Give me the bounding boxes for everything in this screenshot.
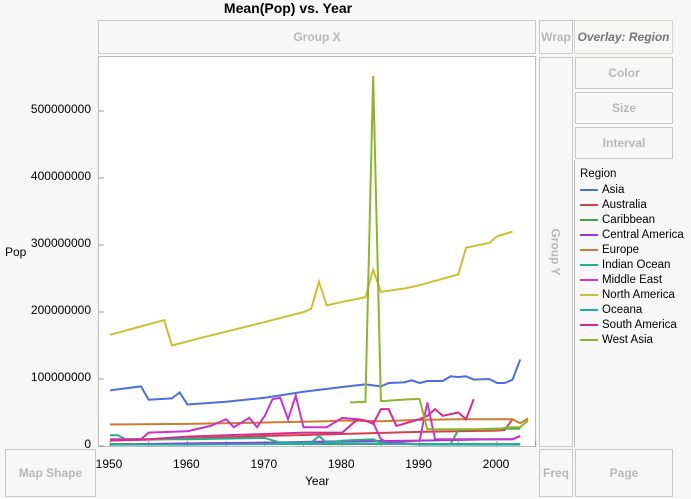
legend-swatch bbox=[580, 338, 598, 341]
legend-divider bbox=[574, 160, 575, 447]
legend-swatch bbox=[580, 308, 598, 311]
x-axis-label[interactable]: Year bbox=[305, 474, 330, 488]
legend-item[interactable]: West Asia bbox=[580, 332, 684, 347]
legend-item[interactable]: Central America bbox=[580, 227, 684, 242]
y-tick-label: 100000000 bbox=[30, 370, 91, 384]
map-shape-zone[interactable]: Map Shape bbox=[5, 449, 96, 497]
legend-item[interactable]: Europe bbox=[580, 242, 684, 257]
overlay-zone[interactable]: Overlay: Region bbox=[574, 20, 673, 54]
plot-area[interactable] bbox=[98, 56, 537, 447]
legend-title: Region bbox=[580, 168, 617, 180]
legend-swatch bbox=[580, 248, 598, 251]
legend-swatch bbox=[580, 293, 598, 296]
legend-label: Indian Ocean bbox=[602, 258, 671, 271]
series-line-north-america[interactable] bbox=[109, 230, 513, 347]
legend-label: Middle East bbox=[602, 273, 663, 286]
legend-swatch bbox=[580, 323, 598, 326]
series-line-asia[interactable] bbox=[109, 359, 522, 406]
legend-label: North America bbox=[602, 288, 675, 301]
chart-title: Mean(Pop) vs. Year bbox=[223, 0, 353, 16]
legend-swatch bbox=[580, 278, 598, 281]
legend-label: Caribbean bbox=[602, 213, 656, 226]
y-tick-label: 200000000 bbox=[30, 303, 91, 317]
y-axis-label[interactable]: Pop bbox=[5, 245, 27, 259]
x-tick-label: 1960 bbox=[173, 457, 200, 471]
legend-swatch bbox=[580, 203, 598, 206]
color-zone[interactable]: Color bbox=[575, 57, 673, 89]
wrap-zone[interactable]: Wrap bbox=[539, 20, 573, 54]
legend-item[interactable]: Middle East bbox=[580, 272, 684, 287]
series-line-south-america[interactable] bbox=[109, 398, 475, 442]
y-tick-label: 0 bbox=[84, 437, 91, 451]
legend-item[interactable]: South America bbox=[580, 317, 684, 332]
page-zone[interactable]: Page bbox=[575, 449, 673, 497]
size-zone[interactable]: Size bbox=[575, 92, 673, 124]
legend-item[interactable]: Caribbean bbox=[580, 212, 684, 227]
group-x-zone[interactable]: Group X bbox=[98, 20, 536, 54]
legend-label: Central America bbox=[602, 228, 684, 241]
legend-label: South America bbox=[602, 318, 677, 331]
y-tick-label: 400000000 bbox=[30, 169, 91, 183]
legend-swatch bbox=[580, 218, 598, 221]
legend-swatch bbox=[580, 233, 598, 236]
legend-label: Oceana bbox=[602, 303, 643, 316]
line-chart bbox=[99, 76, 537, 447]
x-tick-label: 1980 bbox=[327, 457, 355, 471]
series-line-europe[interactable] bbox=[109, 417, 529, 426]
legend-label: Asia bbox=[602, 183, 625, 196]
series-line-oceana[interactable] bbox=[110, 442, 521, 446]
group-y-label: Group Y bbox=[549, 228, 563, 276]
group-y-zone[interactable]: Group Y bbox=[539, 57, 573, 447]
legend: Region Asia Australia Caribbean Central Ame… bbox=[580, 168, 684, 347]
y-tick-label: 300000000 bbox=[30, 236, 91, 250]
interval-zone[interactable]: Interval bbox=[575, 127, 673, 159]
x-tick-label: 2000 bbox=[482, 457, 510, 471]
x-tick-label: 1950 bbox=[95, 457, 123, 471]
freq-zone[interactable]: Freq bbox=[539, 449, 573, 497]
x-tick-label: 1990 bbox=[405, 457, 432, 471]
x-tick-label: 1970 bbox=[250, 457, 278, 471]
series-line-west-asia[interactable] bbox=[349, 76, 529, 431]
legend-swatch bbox=[580, 188, 598, 191]
legend-item[interactable]: Australia bbox=[580, 197, 684, 212]
y-tick-label: 500000000 bbox=[30, 102, 91, 116]
legend-item[interactable]: North America bbox=[580, 287, 684, 302]
legend-label: Australia bbox=[602, 198, 647, 211]
legend-label: West Asia bbox=[602, 333, 653, 346]
legend-item[interactable]: Indian Ocean bbox=[580, 257, 684, 272]
legend-swatch bbox=[580, 263, 598, 266]
legend-item[interactable]: Oceana bbox=[580, 302, 684, 317]
legend-label: Europe bbox=[602, 243, 640, 256]
legend-item[interactable]: Asia bbox=[580, 182, 684, 197]
